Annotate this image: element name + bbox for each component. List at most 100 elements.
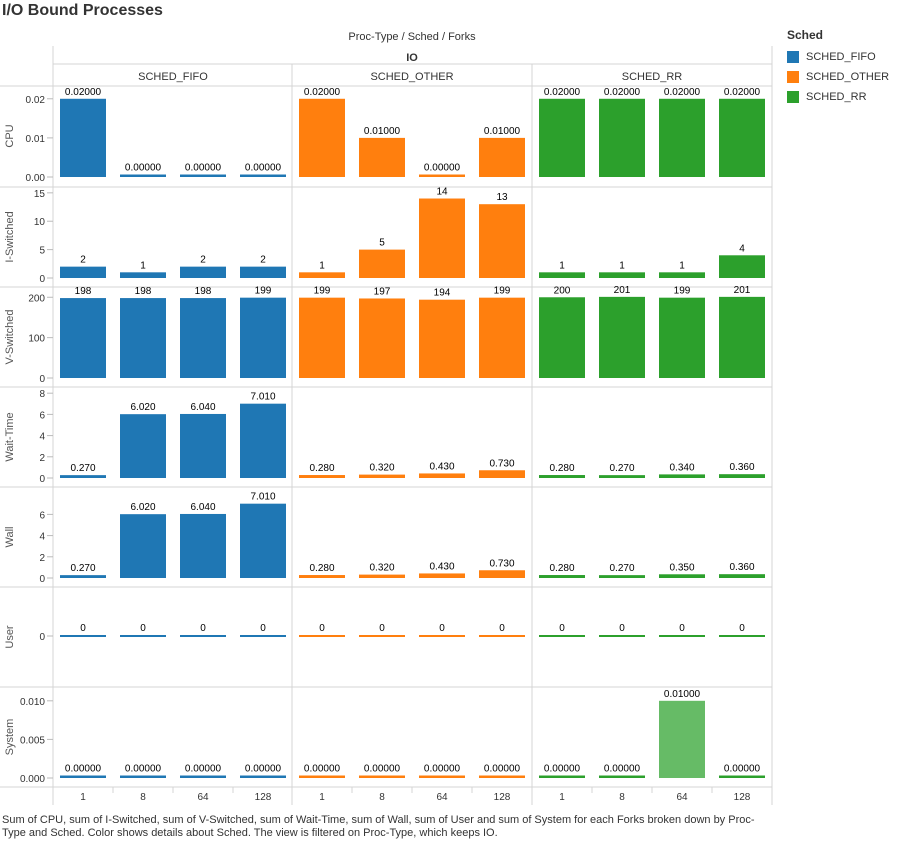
data-label-cpu: 0.00000 xyxy=(424,163,461,174)
data-label-i-switched: 13 xyxy=(496,192,508,203)
data-label-wall: 0.280 xyxy=(309,563,334,574)
bar-cpu-sched-rr-8 xyxy=(599,98,645,177)
data-label-wall: 0.270 xyxy=(609,563,634,574)
bar-wall-sched-fifo-128 xyxy=(240,503,286,578)
legend-item-sched-other[interactable]: SCHED_OTHER xyxy=(787,67,924,87)
y-tick-label: 0.02 xyxy=(26,95,46,106)
bar-cpu-sched-other-128 xyxy=(479,137,525,177)
bar-i-switched-sched-fifo-64 xyxy=(180,266,226,278)
axis-title-i-switched: I-Switched xyxy=(4,211,16,262)
data-label-cpu: 0.00000 xyxy=(245,163,282,174)
bar-user-sched-fifo-128 xyxy=(240,635,286,637)
bar-v-switched-sched-fifo-1 xyxy=(60,298,106,378)
legend-item-sched-rr[interactable]: SCHED_RR xyxy=(787,87,924,107)
bar-user-sched-other-64 xyxy=(419,635,465,637)
data-label-wall: 0.360 xyxy=(729,562,754,573)
data-label-wait-time: 0.280 xyxy=(549,463,574,474)
legend-label-sched-fifo: SCHED_FIFO xyxy=(806,51,876,63)
bar-wall-sched-fifo-64 xyxy=(180,513,226,578)
forks-tick-label: 1 xyxy=(319,792,325,803)
data-label-wait-time: 0.360 xyxy=(729,462,754,473)
bar-wait-time-sched-rr-8 xyxy=(599,475,645,478)
bar-user-sched-other-8 xyxy=(359,635,405,637)
bar-user-sched-other-1 xyxy=(299,635,345,637)
column-header-sched-rr: SCHED_RR xyxy=(622,71,683,83)
bar-system-sched-rr-64 xyxy=(659,700,705,778)
bar-v-switched-sched-other-64 xyxy=(419,299,465,378)
bar-i-switched-sched-fifo-128 xyxy=(240,266,286,278)
data-label-wait-time: 0.430 xyxy=(429,461,454,472)
data-label-wall: 7.010 xyxy=(250,492,275,503)
bar-i-switched-sched-rr-64 xyxy=(659,272,705,278)
data-label-v-switched: 200 xyxy=(554,285,571,296)
data-label-i-switched: 1 xyxy=(559,260,565,271)
bar-i-switched-sched-other-1 xyxy=(299,272,345,278)
data-label-wait-time: 6.020 xyxy=(130,402,155,413)
data-label-v-switched: 198 xyxy=(75,286,92,297)
axis-title-wall: Wall xyxy=(4,527,16,548)
bar-user-sched-other-128 xyxy=(479,635,525,637)
header-path: Proc-Type / Sched / Forks xyxy=(348,31,476,43)
data-label-user: 0 xyxy=(499,623,505,634)
data-label-v-switched: 194 xyxy=(434,288,451,299)
data-label-system: 0.00000 xyxy=(364,764,401,775)
bar-i-switched-sched-other-64 xyxy=(419,198,465,278)
forks-tick-label: 128 xyxy=(734,792,751,803)
data-label-user: 0 xyxy=(739,623,745,634)
bar-wait-time-sched-fifo-1 xyxy=(60,475,106,478)
data-label-system: 0.00000 xyxy=(185,764,222,775)
data-label-user: 0 xyxy=(679,623,685,634)
bar-wall-sched-other-8 xyxy=(359,574,405,578)
bar-cpu-sched-rr-128 xyxy=(719,98,765,177)
data-label-i-switched: 14 xyxy=(436,187,448,198)
forks-tick-label: 1 xyxy=(80,792,86,803)
bar-v-switched-sched-rr-8 xyxy=(599,296,645,378)
y-tick-label: 0 xyxy=(39,374,45,385)
data-label-v-switched: 198 xyxy=(195,286,212,297)
bar-wait-time-sched-fifo-8 xyxy=(120,414,166,478)
data-label-wait-time: 0.270 xyxy=(609,463,634,474)
data-label-wait-time: 0.730 xyxy=(489,458,514,469)
bar-wait-time-sched-other-1 xyxy=(299,475,345,478)
bar-user-sched-rr-8 xyxy=(599,635,645,637)
data-label-v-switched: 201 xyxy=(734,285,751,296)
y-tick-label: 10 xyxy=(34,217,46,228)
bar-system-sched-fifo-64 xyxy=(180,775,226,778)
bar-cpu-sched-fifo-64 xyxy=(180,174,226,177)
bar-user-sched-rr-64 xyxy=(659,635,705,637)
data-label-cpu: 0.01000 xyxy=(364,126,401,137)
y-tick-label: 4 xyxy=(39,432,45,443)
bar-wall-sched-other-64 xyxy=(419,573,465,578)
bar-system-sched-fifo-128 xyxy=(240,775,286,778)
data-label-i-switched: 1 xyxy=(679,260,685,271)
data-label-cpu: 0.01000 xyxy=(484,126,521,137)
legend-item-sched-fifo[interactable]: SCHED_FIFO xyxy=(787,47,924,67)
data-label-system: 0.00000 xyxy=(65,764,102,775)
legend-label-sched-rr: SCHED_RR xyxy=(806,91,867,103)
data-label-wall: 6.040 xyxy=(190,502,215,513)
y-tick-label: 0.000 xyxy=(20,774,45,785)
bar-wall-sched-rr-64 xyxy=(659,574,705,578)
bar-wall-sched-rr-1 xyxy=(539,575,585,578)
forks-tick-label: 64 xyxy=(436,792,448,803)
data-label-v-switched: 199 xyxy=(314,286,331,297)
bar-cpu-sched-fifo-8 xyxy=(120,174,166,177)
bar-system-sched-fifo-1 xyxy=(60,775,106,778)
bar-i-switched-sched-fifo-8 xyxy=(120,272,166,278)
data-label-v-switched: 198 xyxy=(135,286,152,297)
data-label-wall: 0.320 xyxy=(369,563,394,574)
data-label-i-switched: 1 xyxy=(619,260,625,271)
data-label-i-switched: 4 xyxy=(739,243,745,254)
data-label-system: 0.00000 xyxy=(604,764,641,775)
y-tick-label: 0 xyxy=(39,574,45,585)
bar-system-sched-other-128 xyxy=(479,775,525,778)
y-tick-label: 15 xyxy=(34,189,46,200)
bar-system-sched-fifo-8 xyxy=(120,775,166,778)
data-label-i-switched: 5 xyxy=(379,238,385,249)
data-label-v-switched: 199 xyxy=(674,286,691,297)
y-tick-label: 6 xyxy=(39,410,45,421)
axis-title-cpu: CPU xyxy=(4,124,16,147)
y-tick-label: 0 xyxy=(39,632,45,643)
proc-type-header: IO xyxy=(406,52,418,64)
